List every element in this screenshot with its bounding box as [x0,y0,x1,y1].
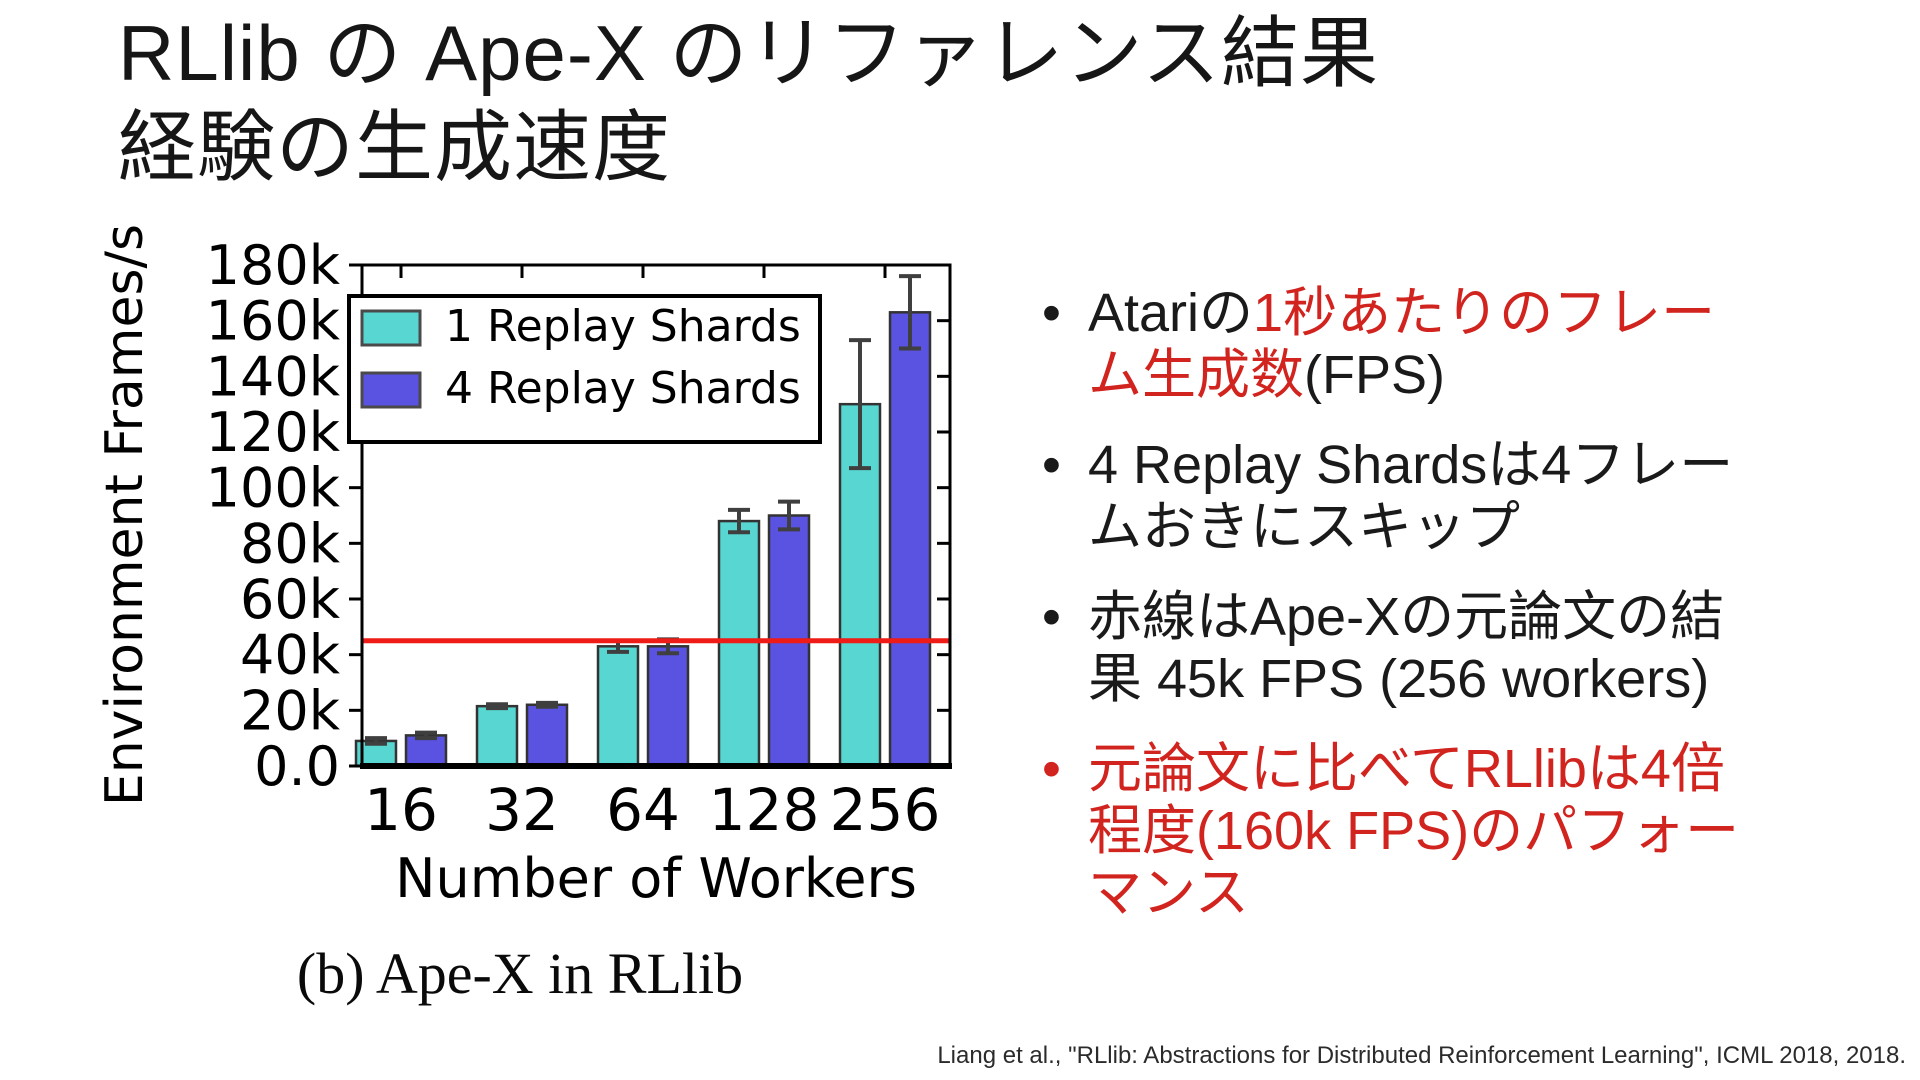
y-tick-label: 80k [240,512,341,575]
x-axis-label: Number of Workers [395,847,917,910]
bullet-item: • 4 Replay Shardsは4フレー ムおきにスキップ [1042,434,1832,558]
x-tick-label: 32 [485,776,559,844]
x-tick-label: 128 [709,776,820,844]
legend-label: 1 Replay Shards [445,301,801,352]
bar [596,645,640,768]
figure-caption: (b) Ape-X in RLlib [296,941,744,1006]
bullet-text-segment: ムおきにスキップ [1088,497,1520,557]
bullet-text-segment: 4 Replay Shardsは4フレー [1088,435,1734,495]
y-tick-label: 160k [206,290,341,353]
bullet-marker: • [1042,435,1061,495]
bar [717,519,761,768]
y-tick-label: 180k [206,234,341,297]
y-tick-label: 140k [206,345,341,408]
bar [888,311,932,768]
y-tick-label: 100k [206,457,341,520]
slide-title-line2: 経験の生成速度 [118,103,672,191]
y-tick-label: 60k [240,568,341,631]
bullet-marker: • [1042,587,1061,647]
bullet-text-segment: マンス [1088,863,1249,923]
slide-title-line1: RLlib の Ape-X のリファレンス結果 [118,9,1379,97]
y-tick-label: 0.0 [254,735,340,798]
bullet-marker: • [1042,739,1061,799]
legend-label: 4 Replay Shards [445,363,801,414]
legend-box [347,294,822,444]
bar [525,703,569,768]
y-tick-label: 20k [240,679,341,742]
x-tick-label: 64 [606,776,680,844]
bar [646,645,690,768]
bullet-text-segment: 程度(160k FPS)のパフォー [1088,801,1740,861]
bullet-text-segment: 1秒あたりのフレー [1253,283,1716,343]
bullet-marker: • [1042,283,1061,343]
y-tick-label: 40k [240,624,341,687]
y-tick-label: 120k [206,401,341,464]
bullet-text-segment: 元論文に比べてRLlibは4倍 [1088,739,1725,799]
chart-figure: 0.0 20k 40k 60k 80k 100k 120k 140k 160k 180k 16 32 6… [95,185,960,1080]
bullet-text-segment: Atariの [1088,283,1254,343]
slide-title: RLlib の Ape-X のリファレンス結果 経験の生成速度 [118,6,1379,194]
bullet-item: • 元論文に比べてRLlibは4倍 程度(160k FPS)のパフォー マンス [1042,738,1832,924]
y-axis-label: Environment Frames/s [100,224,155,806]
bullet-text-segment: (FPS) [1304,345,1445,405]
x-tick-label: 16 [364,776,438,844]
bullet-item: • 赤線はApe-Xの元論文の結果 45k FPS (256 workers) [1042,586,1832,710]
bullet-text-segment: 赤線はApe-Xの元論文の結 [1088,587,1725,647]
bar [404,734,448,768]
legend-swatch [360,309,422,347]
bullet-item: • Atariの1秒あたりのフレー ム生成数(FPS) [1042,282,1832,406]
x-tick-label: 256 [830,776,941,844]
bar [475,704,519,768]
bullet-text-segment: 果 45k FPS (256 workers) [1088,649,1710,709]
bullet-text-segment: ム生成数 [1088,345,1304,405]
legend-swatch [360,371,422,409]
bullet-list: • Atariの1秒あたりのフレー ム生成数(FPS) • 4 Replay Shard… [1042,282,1832,952]
citation-text: Liang et al., "RLlib: Abstractions for D… [937,1042,1906,1069]
